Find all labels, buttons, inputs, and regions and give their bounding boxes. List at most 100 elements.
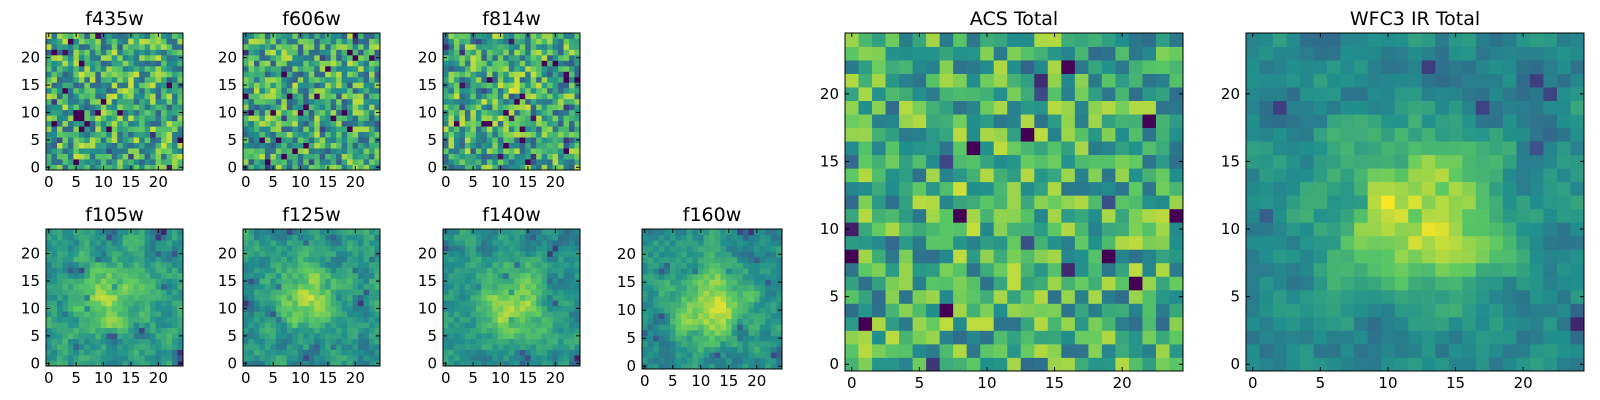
heatmap-cell xyxy=(497,294,504,301)
heatmap-cell xyxy=(872,235,886,250)
heatmap-cell xyxy=(737,335,744,342)
heatmap-cell xyxy=(558,322,564,329)
heatmap-cell xyxy=(139,261,146,268)
heatmap-cell xyxy=(358,289,364,296)
heatmap-cell xyxy=(536,333,543,339)
heatmap-cell xyxy=(514,164,521,171)
heatmap-cell xyxy=(106,234,113,241)
heatmap-cell xyxy=(325,159,332,165)
heatmap-cell xyxy=(737,341,744,347)
heatmap-cell xyxy=(347,148,353,154)
heatmap-cell xyxy=(459,131,466,138)
heatmap-cell xyxy=(330,126,337,133)
heatmap-cell xyxy=(89,283,96,290)
heatmap-cell xyxy=(281,229,288,235)
heatmap-cell xyxy=(150,98,156,105)
heatmap-cell xyxy=(117,256,124,263)
heatmap-cell xyxy=(552,333,559,339)
heatmap-cell xyxy=(84,120,91,127)
heatmap-cell xyxy=(486,278,493,285)
heatmap-cell xyxy=(698,296,704,303)
heatmap-cell xyxy=(155,272,162,279)
heatmap-cell xyxy=(714,240,721,247)
heatmap-cell xyxy=(275,148,282,154)
heatmap-cell xyxy=(692,268,699,275)
heatmap-cell xyxy=(1007,289,1022,304)
heatmap-cell xyxy=(642,245,648,252)
heatmap-cell xyxy=(166,245,173,252)
heatmap-cell xyxy=(714,341,721,347)
heatmap-cell xyxy=(84,38,91,45)
heatmap-cell xyxy=(78,126,85,133)
heatmap-cell xyxy=(563,283,570,290)
heatmap-cell xyxy=(308,272,315,279)
heatmap-cell xyxy=(341,82,348,89)
heatmap-cell xyxy=(308,338,315,345)
heatmap-cell xyxy=(341,300,348,307)
heatmap-cell xyxy=(1074,262,1089,277)
heatmap-cell xyxy=(128,65,135,72)
heatmap-cell xyxy=(720,240,727,247)
heatmap-cell xyxy=(720,268,727,275)
heatmap-cell xyxy=(642,262,648,269)
heatmap-cell xyxy=(492,300,499,307)
heatmap-cell xyxy=(84,256,91,263)
heatmap-cell xyxy=(686,357,693,364)
heatmap-cell xyxy=(536,115,543,122)
heatmap-cell xyxy=(519,267,526,274)
heatmap-cell xyxy=(530,305,537,312)
heatmap-cell xyxy=(330,316,337,323)
heatmap-cell xyxy=(111,322,118,329)
heatmap-cell xyxy=(248,54,255,61)
heatmap-cell xyxy=(73,338,80,345)
heatmap-cell xyxy=(530,229,537,235)
heatmap-cell xyxy=(720,335,727,342)
heatmap-cell xyxy=(552,115,559,122)
heatmap-cell xyxy=(508,131,515,138)
heatmap-cell xyxy=(514,38,521,45)
heatmap-cell xyxy=(508,256,515,263)
heatmap-cell xyxy=(459,283,466,290)
heatmap-cell xyxy=(275,316,282,323)
heatmap-cell xyxy=(122,305,129,312)
heatmap-cell xyxy=(647,285,654,291)
heatmap-cell xyxy=(459,344,466,350)
heatmap-cell xyxy=(89,126,96,133)
heatmap-cell xyxy=(508,360,515,367)
heatmap-cell xyxy=(536,327,543,334)
heatmap-cell xyxy=(776,245,783,252)
heatmap-cell xyxy=(122,289,129,296)
heatmap-cell xyxy=(106,311,113,318)
heatmap-cell xyxy=(253,153,260,160)
heatmap-cell xyxy=(67,229,74,235)
heatmap-cell xyxy=(492,360,499,367)
heatmap-cell xyxy=(144,294,151,301)
heatmap-cell xyxy=(481,239,488,246)
heatmap-cell xyxy=(681,324,688,331)
heatmap-cell xyxy=(885,330,900,345)
heatmap-cell xyxy=(885,208,900,223)
heatmap-cell xyxy=(363,120,370,127)
heatmap-cell xyxy=(73,65,80,72)
heatmap-cell xyxy=(325,49,332,56)
heatmap-cell xyxy=(292,82,299,89)
heatmap-cell xyxy=(525,267,532,274)
heatmap-cell xyxy=(297,98,304,105)
heatmap-cell xyxy=(481,311,488,318)
heatmap-cell xyxy=(106,109,113,116)
heatmap-cell xyxy=(144,283,151,290)
heatmap-cell xyxy=(314,355,321,361)
heatmap-cell xyxy=(128,311,135,318)
heatmap-cell xyxy=(569,289,575,296)
heatmap-cell xyxy=(84,148,91,154)
heatmap-cell xyxy=(144,153,151,160)
heatmap-cell xyxy=(658,313,665,319)
heatmap-cell xyxy=(486,294,493,301)
heatmap-cell xyxy=(253,148,260,154)
heatmap-cell xyxy=(953,195,968,210)
heatmap-cell xyxy=(470,261,477,268)
heatmap-cell xyxy=(330,120,337,127)
heatmap-cell xyxy=(486,360,493,367)
heatmap-cell xyxy=(73,126,80,133)
heatmap-cell xyxy=(1074,222,1089,237)
